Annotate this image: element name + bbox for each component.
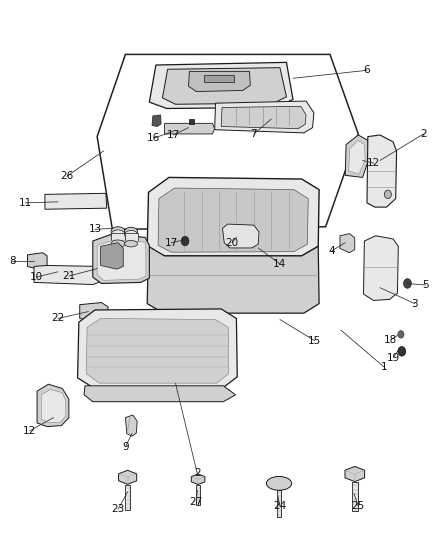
Polygon shape — [42, 390, 66, 422]
Text: 12: 12 — [23, 426, 36, 436]
Text: 23: 23 — [111, 504, 125, 514]
Polygon shape — [34, 265, 102, 285]
Polygon shape — [84, 386, 236, 402]
Text: 21: 21 — [62, 271, 75, 281]
Polygon shape — [119, 470, 137, 484]
Text: 12: 12 — [367, 158, 380, 168]
Circle shape — [403, 279, 411, 288]
Text: 2: 2 — [194, 469, 201, 478]
Bar — [277, 490, 281, 517]
Polygon shape — [221, 107, 306, 128]
Polygon shape — [345, 135, 369, 177]
Polygon shape — [147, 177, 319, 256]
Polygon shape — [340, 233, 355, 253]
Polygon shape — [188, 119, 194, 124]
Text: 5: 5 — [422, 280, 429, 290]
Text: 10: 10 — [30, 272, 43, 282]
Circle shape — [181, 236, 189, 246]
Text: 15: 15 — [308, 336, 321, 346]
Text: 20: 20 — [226, 238, 239, 248]
Polygon shape — [97, 240, 146, 280]
Polygon shape — [188, 71, 251, 92]
Polygon shape — [162, 68, 286, 104]
Text: 13: 13 — [88, 224, 102, 235]
Ellipse shape — [266, 477, 292, 490]
Polygon shape — [165, 123, 215, 134]
Polygon shape — [349, 140, 365, 174]
Bar — [124, 233, 138, 244]
Bar — [352, 482, 357, 512]
Polygon shape — [367, 135, 396, 207]
Text: 8: 8 — [9, 256, 16, 266]
Text: 16: 16 — [147, 133, 160, 143]
Polygon shape — [204, 75, 234, 82]
Text: 4: 4 — [329, 246, 336, 256]
Text: 17: 17 — [165, 238, 178, 248]
Polygon shape — [191, 474, 205, 484]
Polygon shape — [125, 415, 137, 436]
Ellipse shape — [111, 240, 125, 247]
Text: 7: 7 — [251, 129, 257, 139]
Polygon shape — [80, 303, 108, 322]
Polygon shape — [149, 62, 293, 109]
Ellipse shape — [124, 240, 138, 247]
Polygon shape — [37, 384, 69, 426]
Ellipse shape — [111, 230, 125, 239]
Text: 25: 25 — [352, 501, 365, 511]
Polygon shape — [28, 253, 47, 270]
Bar — [196, 485, 200, 505]
Text: 22: 22 — [51, 313, 64, 324]
Text: 11: 11 — [19, 198, 32, 208]
Bar — [111, 233, 125, 244]
Polygon shape — [345, 466, 364, 482]
Text: 18: 18 — [384, 335, 398, 345]
Polygon shape — [101, 243, 123, 269]
Text: 3: 3 — [412, 298, 418, 309]
Polygon shape — [45, 193, 107, 209]
Polygon shape — [93, 235, 149, 284]
Polygon shape — [364, 236, 398, 301]
Text: 24: 24 — [273, 501, 286, 511]
Text: 2: 2 — [420, 129, 427, 139]
Ellipse shape — [124, 230, 138, 239]
Ellipse shape — [111, 227, 125, 236]
Polygon shape — [86, 318, 229, 383]
Ellipse shape — [124, 227, 138, 236]
Text: 6: 6 — [364, 66, 370, 75]
Text: 17: 17 — [167, 130, 180, 140]
Circle shape — [398, 330, 404, 338]
Bar — [125, 485, 130, 511]
Circle shape — [398, 346, 406, 356]
Polygon shape — [152, 115, 161, 126]
Text: 19: 19 — [386, 353, 400, 362]
Polygon shape — [223, 224, 259, 248]
Text: 1: 1 — [381, 362, 388, 372]
Text: 9: 9 — [122, 442, 129, 452]
Polygon shape — [215, 101, 314, 133]
Polygon shape — [158, 188, 308, 252]
Polygon shape — [78, 309, 237, 387]
Circle shape — [385, 190, 391, 199]
Text: 14: 14 — [273, 259, 286, 269]
Polygon shape — [147, 246, 319, 313]
Text: 26: 26 — [60, 172, 73, 181]
Text: 27: 27 — [190, 497, 203, 507]
